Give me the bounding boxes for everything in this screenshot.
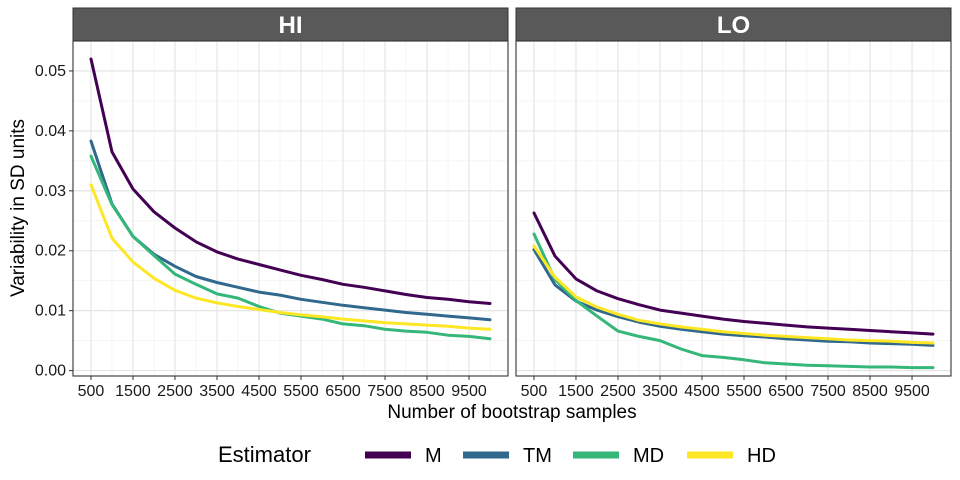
legend-label: M <box>425 445 442 467</box>
x-tick-label: 5500 <box>726 383 762 400</box>
x-tick-label: 9500 <box>451 383 487 400</box>
x-tick-label: 7500 <box>810 383 846 400</box>
x-tick-label: 500 <box>78 383 105 400</box>
x-tick-label: 2500 <box>157 383 193 400</box>
x-tick-label: 6500 <box>325 383 361 400</box>
legend: Estimator M TM MD HD <box>218 442 776 467</box>
facet-strip <box>72 7 509 42</box>
x-tick-label: 1500 <box>558 383 594 400</box>
y-axis-title: Variability in SD units <box>8 119 29 297</box>
legend-entry-hd: HD <box>687 445 776 467</box>
panel-background <box>516 41 951 376</box>
panel-background <box>73 41 508 376</box>
x-tick-label: 3500 <box>642 383 678 400</box>
x-tick-label: 4500 <box>684 383 720 400</box>
facet-strip <box>515 7 952 42</box>
x-tick-label: 8500 <box>409 383 445 400</box>
series-line-hd <box>89 183 492 331</box>
series-line-m <box>89 57 492 305</box>
y-tick-label: 0.05 <box>35 63 66 80</box>
series-line-tm <box>89 139 492 322</box>
x-tick-label: 4500 <box>241 383 277 400</box>
legend-label: TM <box>523 445 552 467</box>
x-tick-label: 2500 <box>600 383 636 400</box>
panel-border <box>72 40 509 377</box>
y-tick-label: 0.02 <box>35 243 66 260</box>
panel-border <box>515 40 952 377</box>
x-tick-label: 5500 <box>283 383 319 400</box>
x-tick-label: 500 <box>521 383 548 400</box>
y-tick-label: 0.01 <box>35 303 66 320</box>
facet-panels: HI 500 1500 2500 3500 4500 5500 6500 7500 8500 950… <box>35 7 952 400</box>
legend-label: MD <box>633 445 664 467</box>
x-tick-label: 6500 <box>768 383 804 400</box>
x-axis-title: Number of bootstrap samples <box>387 402 636 423</box>
legend-label: HD <box>747 445 776 467</box>
series-line-tm <box>532 248 935 347</box>
y-tick-label: 0.00 <box>35 363 66 380</box>
legend-entries: M TM MD HD <box>365 445 776 467</box>
legend-title: Estimator <box>218 442 311 467</box>
x-tick-label: 8500 <box>852 383 888 400</box>
x-tick-label: 9500 <box>894 383 930 400</box>
legend-entry-tm: TM <box>463 445 552 467</box>
y-tick-label: 0.04 <box>35 123 66 140</box>
series-line-hd <box>532 244 935 345</box>
x-tick-label: 1500 <box>115 383 151 400</box>
panel-lo: LO 500 1500 2500 3500 4500 5500 6500 7500 8500 950… <box>515 7 952 400</box>
panel-hi: HI 500 1500 2500 3500 4500 5500 6500 7500 8500 950… <box>35 7 509 400</box>
facet-strip-title: LO <box>717 12 750 39</box>
legend-entry-m: M <box>365 445 442 467</box>
legend-entry-md: MD <box>573 445 664 467</box>
x-tick-label: 3500 <box>199 383 235 400</box>
series-line-m <box>532 211 935 336</box>
x-tick-label: 7500 <box>367 383 403 400</box>
facet-strip-title: HI <box>279 12 303 39</box>
y-tick-label: 0.03 <box>35 183 66 200</box>
series-line-md <box>532 232 935 370</box>
